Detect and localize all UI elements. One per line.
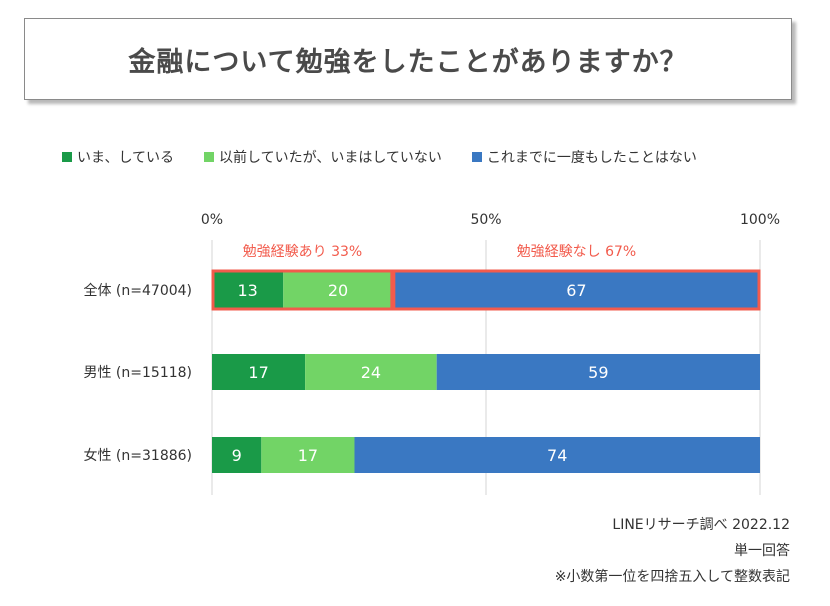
legend-label-past: 以前していたが、いまはしていない bbox=[219, 150, 442, 166]
highlight-box bbox=[392, 269, 761, 311]
bar-segment bbox=[354, 437, 760, 473]
legend-swatch-past bbox=[204, 152, 215, 162]
legend-label-never: これまでに一度もしたことはない bbox=[486, 150, 697, 166]
bar-segment bbox=[436, 354, 760, 390]
category-label: 女性 (n=31886) bbox=[83, 447, 192, 464]
x-tick-label: 100% bbox=[740, 212, 780, 228]
bar-value-label: 74 bbox=[547, 446, 567, 465]
category-label: 男性 (n=15118) bbox=[83, 365, 192, 381]
bar-segment bbox=[305, 354, 437, 390]
bar-segment bbox=[392, 272, 760, 308]
annotation-label: 勉強経験なし 67% bbox=[517, 244, 637, 260]
legend: いま、している 以前していたが、いまはしていない これまでに一度もしたことはない bbox=[62, 147, 727, 167]
bar-value-label: 24 bbox=[361, 363, 381, 382]
bar-segment bbox=[261, 437, 355, 473]
bar-segment bbox=[212, 354, 306, 390]
bar-segment bbox=[283, 272, 393, 308]
bar-value-label: 9 bbox=[232, 446, 242, 465]
bar-value-label: 20 bbox=[328, 281, 348, 300]
chart-title-box: 金融について勉強をしたことがありますか？ bbox=[24, 18, 792, 100]
legend-item-never: これまでに一度もしたことはない bbox=[471, 147, 697, 167]
category-label: 全体 (n=47004) bbox=[83, 282, 192, 299]
chart-title: 金融について勉強をしたことがありますか？ bbox=[128, 46, 688, 78]
x-tick-label: 0% bbox=[201, 212, 223, 228]
bar-value-label: 59 bbox=[588, 363, 608, 382]
annotation-label: 勉強経験あり 33% bbox=[243, 244, 363, 260]
bar-value-label: 17 bbox=[298, 446, 318, 465]
legend-swatch-current bbox=[62, 152, 72, 162]
answer-type-note: 単一回答 bbox=[734, 543, 790, 559]
bar-value-label: 13 bbox=[237, 281, 257, 300]
bar-value-label: 17 bbox=[248, 363, 268, 382]
legend-label-current: いま、している bbox=[77, 150, 175, 166]
rounding-note: ※小数第一位を四捨五入して整数表記 bbox=[554, 569, 790, 585]
bar-segment bbox=[212, 437, 262, 473]
source-note: LINEリサーチ調べ 2022.12 bbox=[612, 517, 790, 533]
bar-segment bbox=[212, 272, 284, 308]
legend-item-current: いま、している bbox=[62, 147, 174, 167]
legend-swatch-never bbox=[471, 152, 482, 162]
highlight-box bbox=[211, 269, 394, 311]
x-tick-label: 50% bbox=[470, 212, 501, 228]
legend-item-past: 以前していたが、いまはしていない bbox=[204, 147, 442, 167]
bar-value-label: 67 bbox=[566, 281, 586, 300]
